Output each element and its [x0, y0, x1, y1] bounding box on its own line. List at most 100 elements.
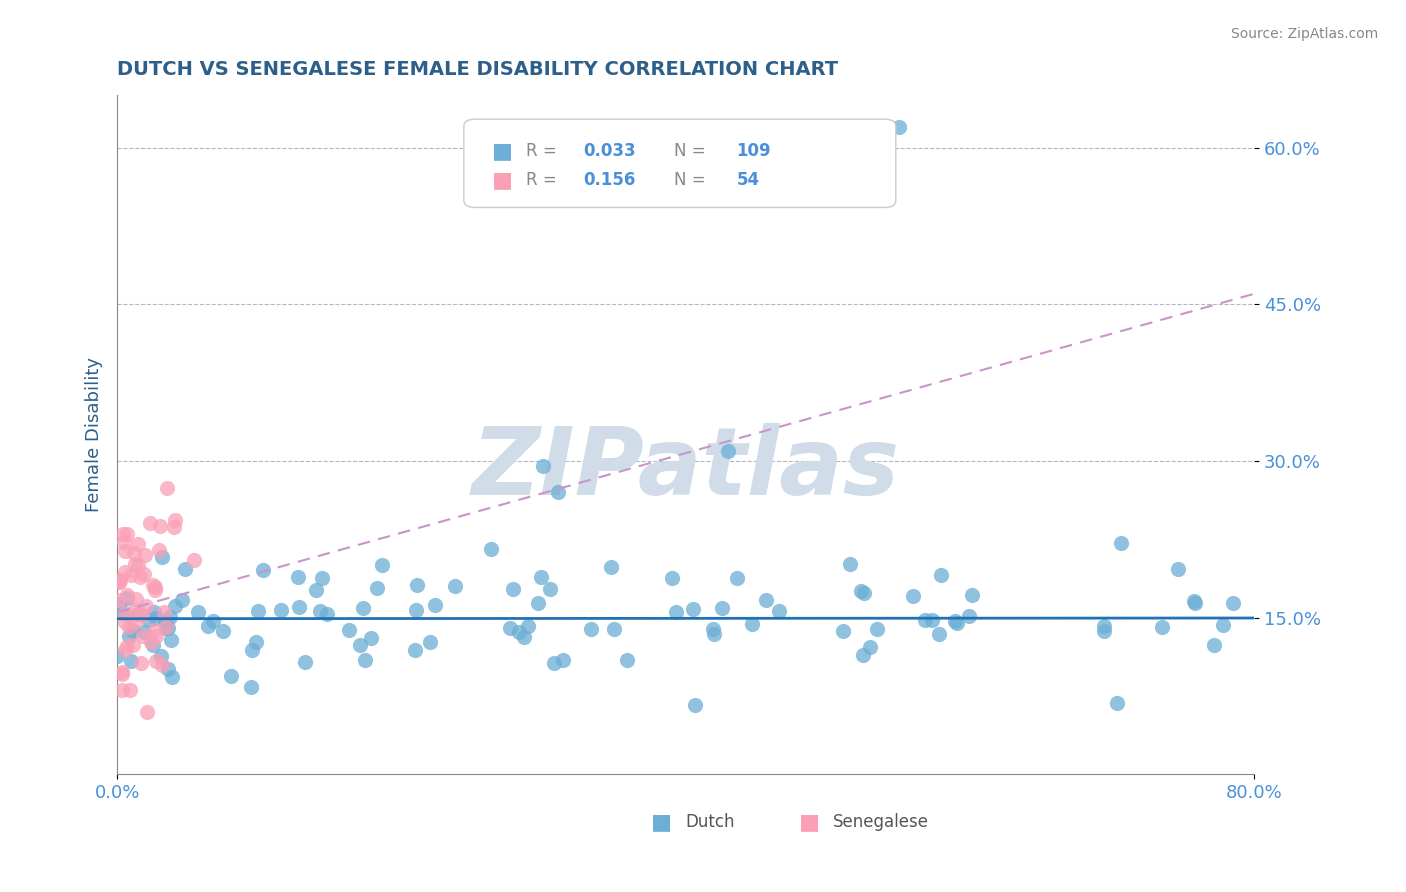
- Point: [849, 584, 872, 599]
- Point: [921, 613, 943, 627]
- Point: [128, 606, 150, 620]
- Point: [1222, 596, 1244, 610]
- Point: [309, 605, 332, 619]
- Text: ■: ■: [492, 170, 513, 190]
- Point: [124, 557, 146, 571]
- Point: [538, 582, 561, 596]
- Text: ■: ■: [799, 812, 820, 832]
- Point: [145, 623, 167, 637]
- Point: [163, 520, 186, 534]
- Point: [928, 627, 950, 641]
- Point: [530, 570, 553, 584]
- Point: [252, 563, 274, 577]
- Point: [311, 571, 333, 585]
- Point: [502, 582, 524, 596]
- Point: [543, 656, 565, 670]
- Point: [118, 620, 141, 634]
- Point: [111, 527, 134, 541]
- Point: [155, 621, 177, 635]
- Point: [337, 624, 360, 638]
- Point: [142, 605, 165, 619]
- Point: [533, 459, 555, 474]
- Text: Source: ZipAtlas.com: Source: ZipAtlas.com: [1230, 27, 1378, 41]
- Point: [1092, 619, 1115, 633]
- Point: [1092, 624, 1115, 638]
- Text: ZIPatlas: ZIPatlas: [471, 423, 900, 515]
- Point: [117, 591, 139, 605]
- Text: R =: R =: [526, 142, 562, 160]
- Point: [115, 527, 138, 541]
- Point: [547, 485, 569, 500]
- Point: [143, 582, 166, 597]
- Point: [112, 535, 135, 549]
- Point: [768, 604, 790, 618]
- Point: [831, 624, 853, 638]
- Point: [145, 629, 167, 643]
- Point: [616, 653, 638, 667]
- Point: [111, 665, 134, 679]
- Point: [683, 698, 706, 713]
- Point: [508, 625, 530, 640]
- Point: [1182, 594, 1205, 608]
- Point: [479, 541, 502, 556]
- Point: [132, 566, 155, 581]
- Point: [124, 615, 146, 629]
- Point: [111, 666, 134, 681]
- Point: [600, 560, 623, 574]
- Point: [145, 611, 167, 625]
- Point: [150, 658, 173, 673]
- Point: [135, 599, 157, 613]
- Point: [1167, 562, 1189, 576]
- Point: [142, 638, 165, 652]
- Point: [138, 613, 160, 627]
- Point: [741, 616, 763, 631]
- Point: [240, 643, 263, 657]
- Point: [153, 605, 176, 619]
- Point: [859, 640, 882, 655]
- Point: [174, 562, 197, 576]
- Y-axis label: Female Disability: Female Disability: [86, 358, 103, 512]
- Point: [201, 614, 224, 628]
- Point: [419, 634, 441, 648]
- Text: 0.033: 0.033: [583, 142, 636, 160]
- Point: [581, 622, 603, 636]
- Point: [118, 628, 141, 642]
- Point: [114, 642, 136, 657]
- Point: [155, 620, 177, 634]
- Point: [853, 586, 876, 600]
- Point: [129, 657, 152, 671]
- Point: [148, 542, 170, 557]
- Point: [134, 548, 156, 562]
- Point: [153, 614, 176, 628]
- Point: [711, 601, 734, 615]
- Point: [117, 588, 139, 602]
- Text: 0.156: 0.156: [583, 171, 636, 189]
- Point: [553, 653, 575, 667]
- Point: [163, 599, 186, 613]
- Point: [405, 578, 427, 592]
- Point: [145, 654, 167, 668]
- Point: [114, 544, 136, 558]
- Point: [120, 654, 142, 668]
- Point: [1202, 638, 1225, 652]
- Point: [157, 662, 180, 676]
- Point: [960, 588, 983, 602]
- Point: [122, 638, 145, 652]
- Point: [128, 569, 150, 583]
- Point: [172, 592, 194, 607]
- Point: [240, 680, 263, 694]
- Text: N =: N =: [673, 171, 711, 189]
- Point: [183, 552, 205, 566]
- Point: [156, 481, 179, 495]
- Point: [131, 629, 153, 643]
- Point: [156, 621, 179, 635]
- Point: [107, 597, 129, 611]
- Point: [159, 610, 181, 624]
- Point: [1184, 596, 1206, 610]
- Text: ■: ■: [492, 141, 513, 161]
- Point: [755, 592, 778, 607]
- Point: [353, 653, 375, 667]
- Point: [702, 622, 724, 636]
- Point: [270, 602, 292, 616]
- Point: [887, 120, 910, 134]
